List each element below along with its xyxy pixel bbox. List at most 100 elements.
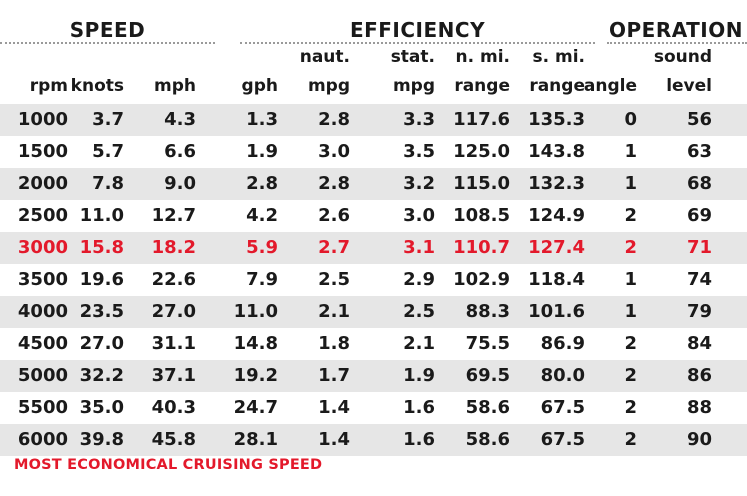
cell-sound: 68 <box>686 173 712 194</box>
cell-rpm: 4500 <box>17 333 68 354</box>
cell-smi-range: 67.5 <box>540 397 585 418</box>
efficiency-group-header: EFFICIENCY <box>349 18 486 42</box>
cell-gph: 14.8 <box>233 333 278 354</box>
cell-rpm: 2500 <box>17 205 68 226</box>
cell-mph: 6.6 <box>164 141 196 162</box>
cell-angle: 0 <box>624 109 637 130</box>
cell-stat-mpg: 1.9 <box>403 365 435 386</box>
table-row: 3500 19.6 22.6 7.9 2.5 2.9 102.9 118.4 1 74 <box>0 264 747 296</box>
cell-gph: 2.8 <box>246 173 278 194</box>
column-header-smi-range-line1: s. mi. <box>532 47 586 67</box>
cell-sound: 56 <box>686 109 712 130</box>
cell-stat-mpg: 1.6 <box>403 397 435 418</box>
column-header-naut-mpg-line2: mpg <box>307 76 350 96</box>
table-row: 1000 3.7 4.3 1.3 2.8 3.3 117.6 135.3 0 56 <box>0 104 747 136</box>
column-header-smi-range-line2: range <box>529 76 585 96</box>
cell-angle: 1 <box>624 269 637 290</box>
cell-angle: 1 <box>624 141 637 162</box>
cell-angle: 2 <box>624 237 637 258</box>
cell-mph: 40.3 <box>151 397 196 418</box>
cell-stat-mpg: 2.5 <box>403 301 435 322</box>
speed-group-header: SPEED <box>69 18 146 42</box>
cell-stat-mpg: 3.0 <box>403 205 435 226</box>
cell-knots: 19.6 <box>79 269 124 290</box>
cell-stat-mpg: 3.5 <box>403 141 435 162</box>
cell-stat-mpg: 2.1 <box>403 333 435 354</box>
table-row: 2000 7.8 9.0 2.8 2.8 3.2 115.0 132.3 1 68 <box>0 168 747 200</box>
cell-angle: 2 <box>624 429 637 450</box>
cell-knots: 27.0 <box>79 333 124 354</box>
cell-mph: 27.0 <box>151 301 196 322</box>
cell-smi-range: 127.4 <box>528 237 585 258</box>
cell-rpm: 4000 <box>17 301 68 322</box>
cell-mph: 31.1 <box>151 333 196 354</box>
cell-knots: 32.2 <box>79 365 124 386</box>
cell-naut-mpg: 1.4 <box>318 429 350 450</box>
cell-gph: 1.3 <box>246 109 278 130</box>
cell-naut-mpg: 2.7 <box>318 237 350 258</box>
cell-smi-range: 80.0 <box>540 365 585 386</box>
cell-smi-range: 86.9 <box>540 333 585 354</box>
cell-smi-range: 132.3 <box>528 173 585 194</box>
cell-angle: 1 <box>624 301 637 322</box>
cell-smi-range: 101.6 <box>528 301 585 322</box>
cell-naut-mpg: 3.0 <box>318 141 350 162</box>
cell-sound: 63 <box>686 141 712 162</box>
column-header-mph-line2: mph <box>154 76 196 96</box>
cell-knots: 23.5 <box>79 301 124 322</box>
cell-gph: 7.9 <box>246 269 278 290</box>
cell-nmi-range: 88.3 <box>465 301 510 322</box>
cell-smi-range: 67.5 <box>540 429 585 450</box>
cell-nmi-range: 69.5 <box>465 365 510 386</box>
table-row: 5500 35.0 40.3 24.7 1.4 1.6 58.6 67.5 2 88 <box>0 392 747 424</box>
efficiency-divider <box>240 42 595 44</box>
column-header-knots-line2: knots <box>70 76 124 96</box>
cell-naut-mpg: 2.8 <box>318 109 350 130</box>
cell-mph: 9.0 <box>164 173 196 194</box>
cell-mph: 45.8 <box>151 429 196 450</box>
cell-naut-mpg: 1.4 <box>318 397 350 418</box>
cell-gph: 11.0 <box>233 301 278 322</box>
cell-smi-range: 143.8 <box>528 141 585 162</box>
cell-angle: 2 <box>624 365 637 386</box>
cell-knots: 35.0 <box>79 397 124 418</box>
table-row: 5000 32.2 37.1 19.2 1.7 1.9 69.5 80.0 2 86 <box>0 360 747 392</box>
cell-nmi-range: 58.6 <box>465 429 510 450</box>
column-header-stat-mpg-line1: stat. <box>390 47 435 67</box>
cell-rpm: 2000 <box>17 173 68 194</box>
cell-sound: 74 <box>686 269 712 290</box>
cell-smi-range: 118.4 <box>528 269 585 290</box>
cell-rpm: 5000 <box>17 365 68 386</box>
cell-mph: 12.7 <box>151 205 196 226</box>
cell-rpm: 1500 <box>17 141 68 162</box>
cell-nmi-range: 110.7 <box>453 237 510 258</box>
cell-smi-range: 124.9 <box>528 205 585 226</box>
table-row: 4500 27.0 31.1 14.8 1.8 2.1 75.5 86.9 2 84 <box>0 328 747 360</box>
cell-mph: 18.2 <box>151 237 196 258</box>
cell-naut-mpg: 1.7 <box>318 365 350 386</box>
column-header-nmi-range-line2: range <box>454 76 510 96</box>
cell-nmi-range: 102.9 <box>453 269 510 290</box>
cell-sound: 90 <box>686 429 712 450</box>
cell-rpm: 3000 <box>17 237 68 258</box>
table-row: 3000 15.8 18.2 5.9 2.7 3.1 110.7 127.4 2 71 <box>0 232 747 264</box>
cell-nmi-range: 117.6 <box>453 109 510 130</box>
cell-gph: 5.9 <box>246 237 278 258</box>
cell-nmi-range: 58.6 <box>465 397 510 418</box>
cell-rpm: 6000 <box>17 429 68 450</box>
cell-sound: 84 <box>686 333 712 354</box>
table-row: 4000 23.5 27.0 11.0 2.1 2.5 88.3 101.6 1 79 <box>0 296 747 328</box>
cell-gph: 4.2 <box>246 205 278 226</box>
cell-rpm: 1000 <box>17 109 68 130</box>
cell-angle: 2 <box>624 397 637 418</box>
cell-naut-mpg: 1.8 <box>318 333 350 354</box>
cell-nmi-range: 125.0 <box>453 141 510 162</box>
cell-knots: 5.7 <box>92 141 124 162</box>
cell-stat-mpg: 1.6 <box>403 429 435 450</box>
cell-sound: 86 <box>686 365 712 386</box>
column-header-rpm-line2: rpm <box>29 76 68 96</box>
cell-knots: 7.8 <box>92 173 124 194</box>
cell-naut-mpg: 2.8 <box>318 173 350 194</box>
column-header-nmi-range-line1: n. mi. <box>455 47 510 67</box>
cell-mph: 37.1 <box>151 365 196 386</box>
